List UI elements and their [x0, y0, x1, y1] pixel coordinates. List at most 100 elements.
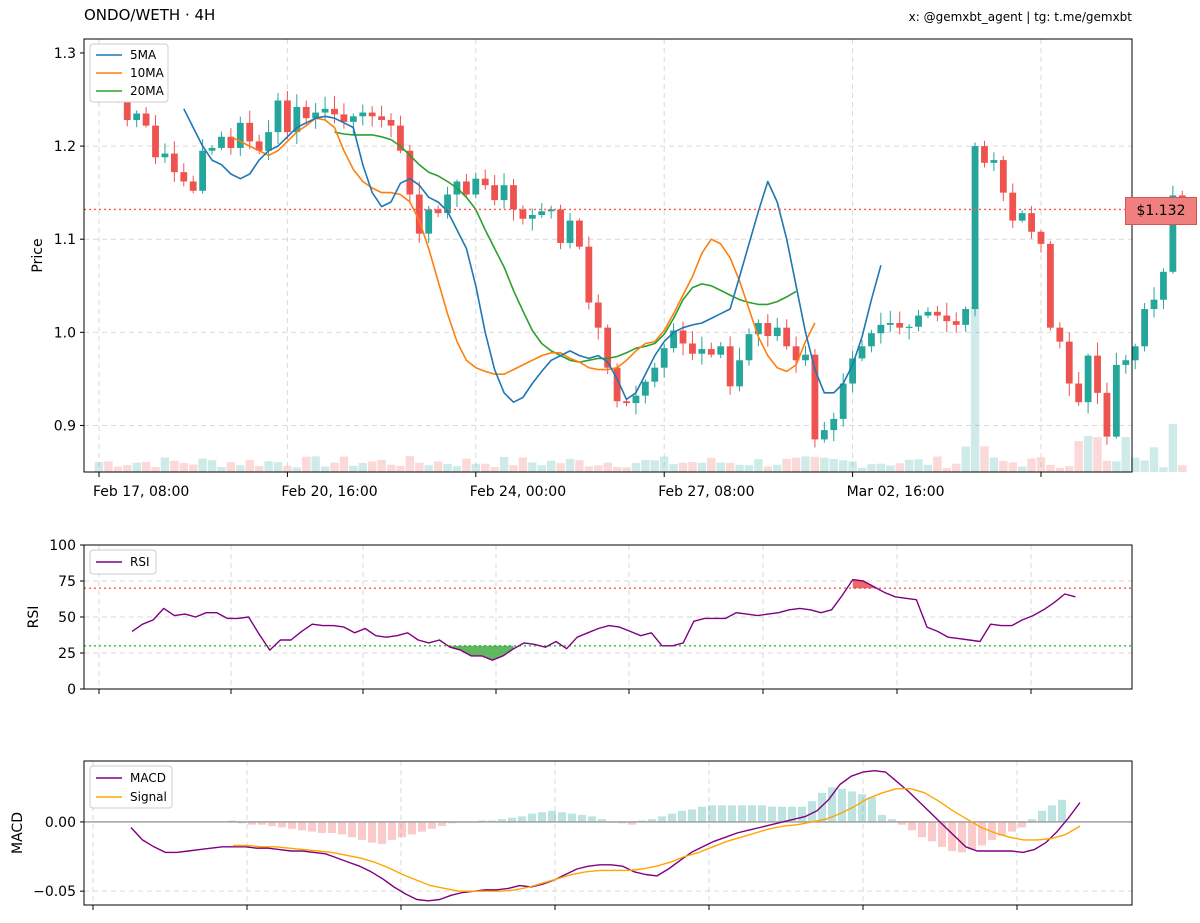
- volume-bar: [113, 466, 123, 472]
- volume-bar: [302, 456, 311, 472]
- price-panel-frame: [83, 38, 1133, 473]
- candle-body: [707, 349, 715, 355]
- candle-body: [1122, 360, 1130, 365]
- volume-bar: [245, 459, 254, 472]
- candle-body: [481, 178, 489, 186]
- macd-histogram-bar: [958, 821, 966, 853]
- volume-bar: [1131, 457, 1140, 472]
- volume-bar: [367, 461, 377, 472]
- macd-histogram-bar: [348, 821, 356, 838]
- macd-histogram-bar: [258, 821, 266, 825]
- candle-body: [1150, 299, 1158, 310]
- rsi-legend: RSI: [89, 549, 157, 575]
- volume-bar: [132, 462, 141, 472]
- price-ytick-label: 1.0: [54, 325, 76, 341]
- candle-body: [670, 330, 678, 349]
- candle-body: [274, 100, 282, 133]
- macd-histogram-bar: [908, 821, 916, 831]
- candle-body: [641, 381, 649, 396]
- macd-histogram-bar: [518, 816, 526, 822]
- volume-bar: [386, 464, 396, 472]
- candle-body: [962, 309, 970, 325]
- volume-bar: [189, 464, 198, 472]
- volume-bar: [904, 459, 914, 472]
- candle-body: [764, 323, 772, 337]
- candle-body: [444, 194, 451, 214]
- candle-body: [886, 323, 894, 325]
- volume-bar: [631, 463, 641, 472]
- volume-bar: [433, 461, 443, 472]
- candle-body: [1084, 355, 1092, 403]
- candle-body: [971, 146, 979, 310]
- macd-histogram-bar: [528, 813, 536, 822]
- volume-bar: [1178, 465, 1187, 472]
- volume-bar: [725, 462, 735, 472]
- macd-histogram-bar: [578, 815, 586, 822]
- candle-body: [557, 209, 564, 243]
- macd-histogram-bar: [498, 819, 506, 822]
- price-ytick-label: 0.9: [54, 418, 76, 434]
- volume-bar: [528, 462, 537, 472]
- candle-body: [472, 178, 480, 195]
- volume-bar: [1036, 457, 1046, 472]
- volume-bar: [1074, 441, 1083, 472]
- macd-histogram-bar: [658, 816, 666, 822]
- candle-body: [726, 346, 734, 387]
- candle-body: [792, 346, 800, 361]
- volume-bar: [744, 465, 754, 472]
- legend-label-5MA: 5MA: [130, 48, 157, 62]
- candle-body: [689, 343, 696, 354]
- candle-body: [1141, 309, 1149, 347]
- macd-histogram-bar: [998, 821, 1006, 836]
- candle-body: [943, 315, 951, 322]
- macd-histogram-bar: [508, 817, 516, 822]
- macd-histogram-bar: [948, 821, 956, 851]
- volume-bar: [518, 457, 528, 472]
- volume-bar: [1008, 462, 1017, 472]
- signal-line: [233, 788, 1081, 892]
- macd-histogram-bar: [898, 821, 906, 825]
- candle-body: [594, 302, 602, 328]
- macd-histogram-bar: [788, 806, 796, 822]
- volume-bar: [707, 457, 716, 472]
- volume-bar: [481, 463, 490, 472]
- volume-bar: [942, 467, 951, 472]
- volume-bar: [650, 460, 659, 472]
- candle-body: [161, 153, 169, 158]
- volume-bar: [575, 460, 584, 472]
- volume-bar: [791, 457, 801, 472]
- candle-body: [302, 106, 310, 119]
- macd-histogram-bar: [678, 810, 686, 822]
- candle-body: [868, 333, 875, 347]
- macd-histogram-bar: [1028, 819, 1036, 822]
- candle-body: [397, 125, 404, 151]
- candle-body: [858, 346, 866, 359]
- volume-bar: [226, 462, 236, 472]
- candle-body: [538, 211, 546, 215]
- macd-histogram-bar: [318, 821, 326, 833]
- macd-histogram-bar: [298, 821, 306, 831]
- volume-bar: [961, 446, 970, 472]
- volume-bar: [217, 467, 226, 472]
- volume-bar: [424, 465, 433, 472]
- price-axis-title: Price: [30, 238, 46, 272]
- macd-histogram-bar: [878, 815, 886, 822]
- candle-body: [1037, 231, 1045, 244]
- volume-bar: [584, 466, 594, 472]
- macd-histogram-bar: [838, 788, 846, 822]
- macd-histogram-bar: [598, 819, 606, 822]
- macd-histogram-bar: [938, 821, 946, 847]
- volume-bar: [283, 465, 292, 472]
- candle-body: [236, 122, 244, 148]
- volume-bar: [358, 462, 367, 472]
- macd-histogram-bar: [358, 821, 366, 840]
- ma10-line: [230, 117, 816, 376]
- price-ytick-label: 1.1: [54, 232, 76, 248]
- macd-panel-frame: [83, 760, 1133, 906]
- candle-body: [1009, 192, 1017, 221]
- volume-bar: [1149, 447, 1159, 472]
- macd-axis-title: MACD: [10, 812, 26, 854]
- macd-histogram-bar: [748, 805, 756, 822]
- candle-body: [745, 334, 753, 361]
- candle-body: [180, 172, 188, 182]
